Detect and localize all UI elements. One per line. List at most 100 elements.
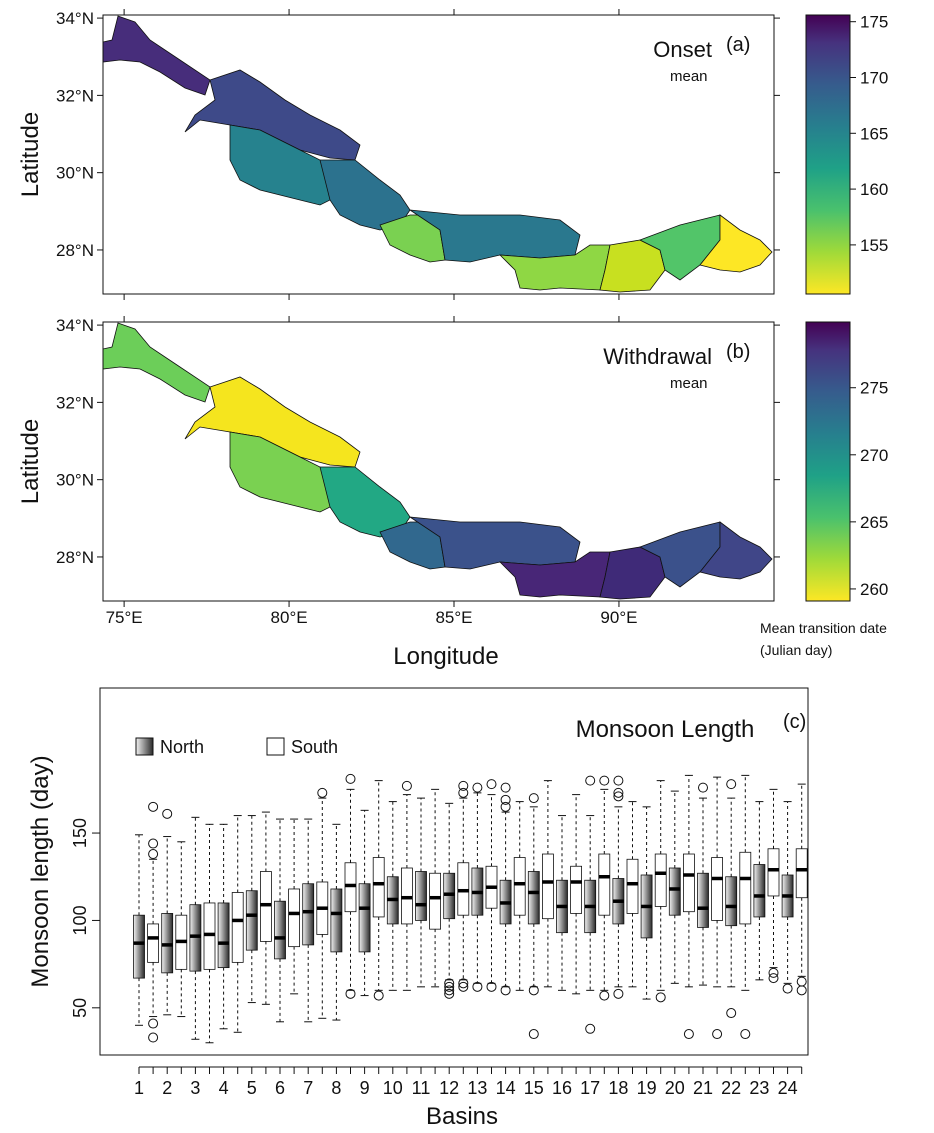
outlier — [585, 775, 596, 786]
y-tick-label: 34°N — [56, 9, 94, 28]
x-tick-label: 16 — [552, 1078, 572, 1098]
colorbar-tick-label: 155 — [860, 236, 888, 255]
outlier — [599, 990, 610, 1001]
outlier — [373, 990, 384, 1001]
x-tick-label: 18 — [608, 1078, 628, 1098]
x-tick-label: 3 — [190, 1078, 200, 1098]
x-tick-label: 17 — [580, 1078, 600, 1098]
x-tick-label: 14 — [496, 1078, 516, 1098]
outlier — [444, 978, 455, 989]
outlier — [528, 1029, 539, 1040]
map-frame — [102, 321, 775, 602]
x-tick-label: 19 — [637, 1078, 657, 1098]
map-panel: (a) — [726, 34, 750, 56]
outlier — [698, 782, 708, 793]
y-tick-label: 30°N — [56, 471, 94, 490]
box — [683, 853, 695, 913]
x-tick-label: 75°E — [106, 608, 143, 627]
outlier — [500, 801, 511, 812]
outlier — [585, 1023, 596, 1034]
map-subtitle: mean — [670, 68, 708, 85]
outlier — [472, 981, 483, 992]
outlier — [655, 992, 666, 1003]
chart-panel: (c) — [783, 711, 806, 733]
outlier — [613, 791, 624, 802]
box — [245, 890, 258, 951]
basin — [102, 322, 211, 403]
box — [302, 883, 315, 946]
outlier — [345, 773, 356, 784]
box — [711, 857, 723, 921]
map-basins — [102, 15, 773, 293]
basin — [102, 15, 211, 96]
outlier — [796, 985, 807, 996]
x-tick-label: 22 — [721, 1078, 741, 1098]
outlier — [796, 976, 807, 987]
legend-swatch — [135, 737, 154, 756]
outlier — [528, 985, 539, 996]
outlier — [458, 981, 469, 992]
outlier — [613, 775, 624, 786]
outlier — [726, 779, 737, 790]
outlier — [444, 985, 455, 996]
outlier — [458, 780, 469, 791]
colorbar-label: Mean transition date — [760, 620, 887, 636]
y-tick-label: 34°N — [56, 316, 94, 335]
box — [626, 858, 639, 914]
outlier — [444, 988, 455, 999]
colorbar — [805, 321, 851, 602]
box — [570, 865, 582, 914]
outlier — [162, 808, 173, 819]
box — [668, 867, 681, 916]
box — [767, 848, 780, 897]
colorbar-tick-label: 175 — [860, 13, 888, 32]
chart-title: Monsoon Length — [576, 716, 755, 743]
basin — [699, 214, 773, 273]
y-tick-label: 28°N — [56, 548, 94, 567]
basin — [184, 376, 361, 468]
outlier — [486, 779, 497, 790]
outlier — [345, 988, 356, 999]
colorbar-tick-label: 165 — [860, 124, 888, 143]
y-tick-label: 32°N — [56, 393, 94, 412]
outlier — [599, 775, 610, 786]
x-tick-label: 1 — [134, 1078, 144, 1098]
box — [274, 900, 286, 960]
x-tick-label: 85°E — [435, 608, 472, 627]
outlier — [148, 838, 159, 849]
outlier — [528, 793, 539, 804]
colorbar-tick-label: 260 — [860, 580, 888, 599]
outlier — [472, 782, 483, 793]
y-axis-label: Latitude — [17, 112, 44, 197]
box — [231, 892, 244, 963]
box — [795, 848, 808, 899]
y-tick-label: 100 — [70, 905, 90, 935]
colorbar-tick-label: 170 — [860, 68, 888, 87]
box — [288, 888, 301, 948]
outlier — [740, 1029, 751, 1040]
box — [415, 871, 427, 921]
x-tick-label: 23 — [749, 1078, 769, 1098]
colorbar — [805, 14, 851, 295]
y-axis-label: Monsoon length (day) — [27, 755, 54, 987]
x-axis-label: Longitude — [393, 643, 498, 670]
box — [133, 914, 145, 979]
x-tick-label: 80°E — [271, 608, 308, 627]
box — [697, 872, 709, 928]
outlier — [613, 988, 624, 999]
x-tick-label: 6 — [275, 1078, 285, 1098]
legend-label: North — [160, 737, 204, 757]
box — [753, 864, 766, 918]
box — [598, 853, 611, 916]
x-tick-label: 2 — [162, 1078, 172, 1098]
outlier — [458, 978, 469, 989]
box — [372, 857, 385, 918]
box — [725, 876, 738, 927]
x-tick-label: 24 — [778, 1078, 798, 1098]
x-tick-label: 11 — [412, 1078, 431, 1098]
outlier — [148, 1018, 159, 1029]
outlier — [458, 787, 469, 798]
x-tick-label: 15 — [524, 1078, 544, 1098]
box — [513, 857, 526, 916]
map-panel: (b) — [726, 341, 750, 363]
